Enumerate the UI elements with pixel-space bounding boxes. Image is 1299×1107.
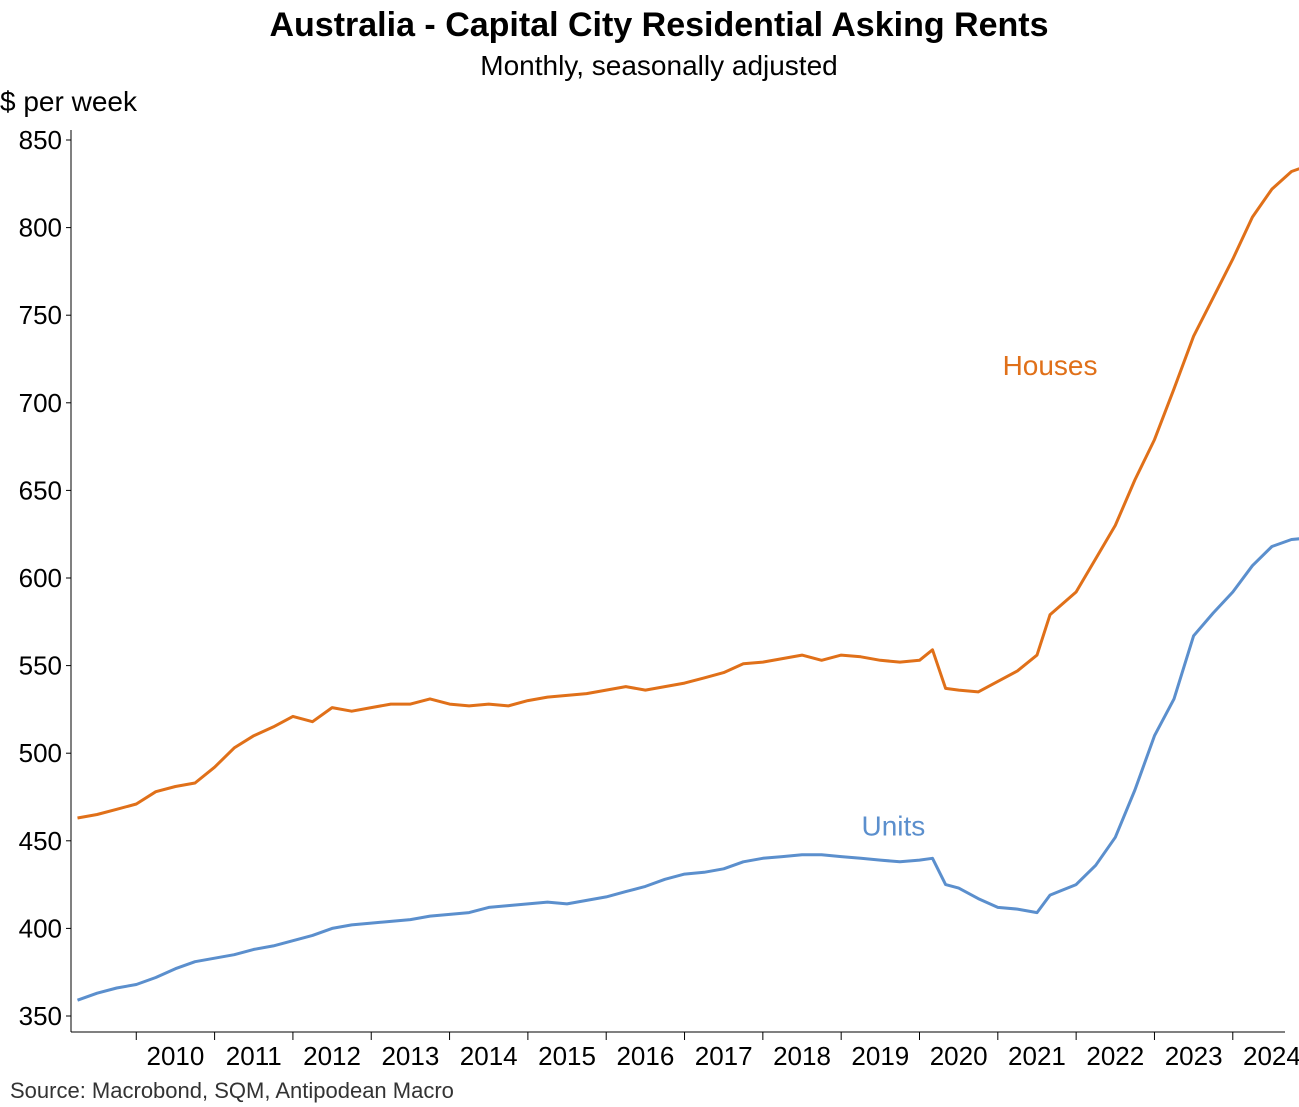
x-tick-label: 2019 [851, 1041, 909, 1071]
series-lines [76, 167, 1299, 1002]
y-axis-ticks: 350 400 450 500 550 600 650 700 750 800 850 [19, 125, 71, 1031]
x-tick-label: 2021 [1008, 1041, 1066, 1071]
series-label-units: Units [861, 811, 925, 842]
x-tick-label: 2016 [616, 1041, 674, 1071]
x-tick-label: 2013 [381, 1041, 439, 1071]
y-tick-label: 500 [19, 738, 62, 768]
x-tick-label: 2014 [460, 1041, 518, 1071]
x-tick-label: 2015 [538, 1041, 596, 1071]
y-tick-label: 350 [19, 1001, 62, 1031]
y-tick-label: 550 [19, 651, 62, 681]
y-tick-label: 450 [19, 826, 62, 856]
x-axis-ticks: 2010 2011 2012 2013 2014 2015 2016 2017 2018 2019… [135, 1032, 1299, 1071]
chart-subtitle: Monthly, seasonally adjusted [480, 50, 838, 81]
chart-title: Australia - Capital City Residential Ask… [269, 6, 1049, 44]
x-tick-label: 2011 [226, 1041, 282, 1071]
series-labels: Houses Units [861, 350, 1097, 842]
y-axis-label: $ per week [0, 86, 137, 117]
source-note: Source: Macrobond, SQM, Antipodean Macro [10, 1078, 454, 1103]
x-tick-label: 2022 [1086, 1041, 1144, 1071]
series-label-houses: Houses [1003, 350, 1098, 381]
y-tick-label: 400 [19, 913, 62, 943]
x-tick-label: 2020 [930, 1041, 988, 1071]
x-tick-label: 2018 [773, 1041, 831, 1071]
x-tick-label: 2023 [1165, 1041, 1223, 1071]
x-tick-label: 2017 [695, 1041, 753, 1071]
y-tick-label: 700 [19, 388, 62, 418]
y-tick-label: 750 [19, 300, 62, 330]
y-tick-label: 600 [19, 563, 62, 593]
x-tick-label: 2010 [147, 1041, 205, 1071]
series-line-houses [77, 167, 1299, 820]
series-line-units [76, 537, 1299, 1002]
y-tick-label: 650 [19, 475, 62, 505]
x-tick-label: 2012 [303, 1041, 361, 1071]
y-tick-label: 800 [19, 213, 62, 243]
y-tick-label: 850 [19, 125, 62, 155]
axes [70, 130, 1285, 1033]
x-tick-label: 2024 [1243, 1041, 1299, 1071]
